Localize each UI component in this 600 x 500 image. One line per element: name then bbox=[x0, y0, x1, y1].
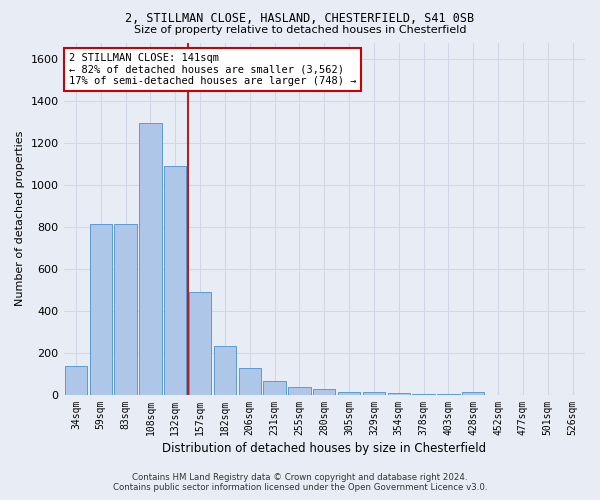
Bar bbox=[214, 346, 236, 395]
Bar bbox=[388, 394, 410, 395]
Bar bbox=[89, 224, 112, 395]
Text: 2 STILLMAN CLOSE: 141sqm
← 82% of detached houses are smaller (3,562)
17% of sem: 2 STILLMAN CLOSE: 141sqm ← 82% of detach… bbox=[69, 53, 356, 86]
Bar bbox=[412, 394, 435, 395]
Y-axis label: Number of detached properties: Number of detached properties bbox=[15, 131, 25, 306]
Text: 2, STILLMAN CLOSE, HASLAND, CHESTERFIELD, S41 0SB: 2, STILLMAN CLOSE, HASLAND, CHESTERFIELD… bbox=[125, 12, 475, 26]
Bar bbox=[288, 387, 311, 395]
X-axis label: Distribution of detached houses by size in Chesterfield: Distribution of detached houses by size … bbox=[162, 442, 487, 455]
Bar bbox=[462, 392, 484, 395]
Bar bbox=[65, 366, 87, 395]
Bar bbox=[115, 224, 137, 395]
Bar bbox=[338, 392, 360, 395]
Bar bbox=[164, 166, 187, 395]
Bar bbox=[313, 389, 335, 395]
Bar bbox=[239, 368, 261, 395]
Bar bbox=[263, 382, 286, 395]
Bar bbox=[189, 292, 211, 395]
Bar bbox=[139, 124, 161, 395]
Text: Contains HM Land Registry data © Crown copyright and database right 2024.
Contai: Contains HM Land Registry data © Crown c… bbox=[113, 473, 487, 492]
Bar bbox=[437, 394, 460, 395]
Text: Size of property relative to detached houses in Chesterfield: Size of property relative to detached ho… bbox=[134, 25, 466, 35]
Bar bbox=[363, 392, 385, 395]
